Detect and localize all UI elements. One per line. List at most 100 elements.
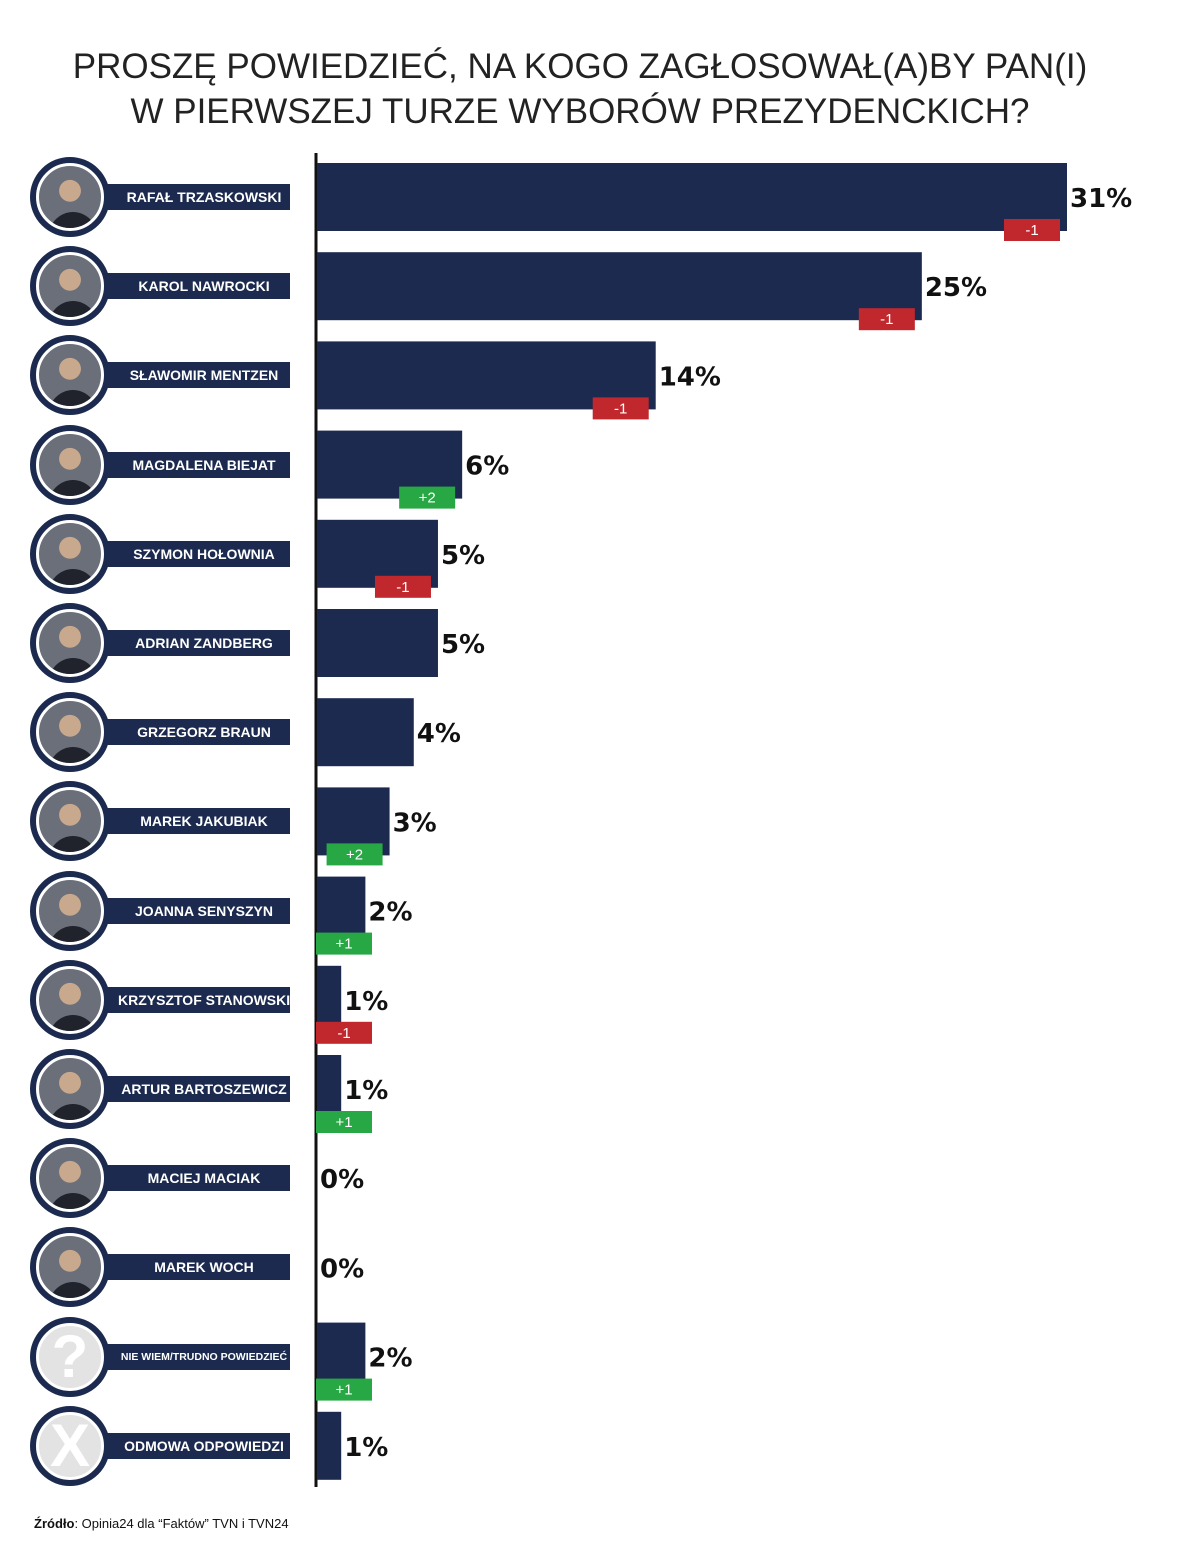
candidate-name-label: MAREK WOCH (90, 1254, 290, 1281)
candidate-row: RAFAŁ TRZASKOWSKI (30, 157, 292, 237)
change-label-1: -1 (1025, 222, 1038, 239)
value-label-8: 3% (393, 808, 437, 838)
value-label-6: 5% (441, 630, 485, 660)
value-label-10: 1% (344, 987, 388, 1017)
candidate-name-label: MACIEJ MACIAK (90, 1165, 290, 1192)
value-label-14: 2% (368, 1344, 412, 1374)
avatar-shoulders (49, 925, 97, 942)
candidate-row: MACIEJ MACIAK (30, 1138, 292, 1219)
avatar-shoulders (49, 479, 97, 496)
candidate-name-label: GRZEGORZ BRAUN (90, 719, 290, 746)
candidate-row: MAGDALENA BIEJAT (30, 424, 292, 505)
candidate-row: ODMOWA ODPOWIEDZI X (30, 1405, 292, 1486)
bar-15 (317, 1411, 342, 1480)
bar-6 (317, 609, 438, 677)
value-label-3: 14% (659, 362, 721, 392)
change-label-14: +1 (335, 1382, 352, 1399)
candidate-row: SŁAWOMIR MENTZEN (30, 335, 292, 416)
candidate-name-label: KAROL NAWROCKI (90, 273, 290, 300)
candidate-row: ADRIAN ZANDBERG (30, 603, 292, 683)
value-label-1: 31% (1070, 184, 1132, 214)
avatar-shoulders (49, 747, 97, 764)
change-badge-1 (1004, 219, 1060, 241)
candidate-avatar (30, 1049, 110, 1129)
candidate-name-label: NIE WIEM/TRUDNO POWIEDZIEĆ (90, 1343, 290, 1370)
avatar-photo (36, 609, 104, 677)
candidate-avatar (30, 424, 110, 505)
bar-1 (317, 163, 1067, 231)
avatar-photo (36, 163, 104, 231)
avatar-shoulders (49, 1104, 97, 1120)
avatar-photo (36, 519, 104, 588)
value-label-9: 2% (368, 898, 412, 928)
avatar-shoulders (49, 1193, 97, 1210)
chart-title: PROSZĘ POWIEDZIEĆ, NA KOGO ZAGŁOSOWAŁ(A)… (0, 44, 1160, 134)
change-label-3: -1 (614, 400, 627, 417)
avatar-photo (36, 965, 104, 1034)
change-label-8: +2 (346, 846, 363, 863)
change-label-9: +1 (335, 936, 352, 953)
candidate-name-label: KRZYSZTOF STANOWSKI (90, 986, 290, 1013)
change-badge-11 (316, 1111, 372, 1133)
avatar-shoulders (49, 568, 97, 585)
change-label-4: +2 (419, 490, 436, 507)
source-label: Źródło (34, 1516, 75, 1531)
title-line-2: W PIERWSZEJ TURZE WYBORÓW PREZYDENCKICH? (130, 92, 1030, 131)
change-badge-3 (592, 397, 649, 420)
candidate-avatar (30, 692, 110, 773)
change-label-2: -1 (880, 311, 893, 328)
value-label-13: 0% (320, 1254, 364, 1284)
avatar-shoulders (49, 1282, 97, 1299)
value-label-15: 1% (344, 1433, 388, 1463)
change-badge-9 (316, 932, 372, 955)
candidate-row: MAREK WOCH (30, 1227, 292, 1308)
candidate-avatar (30, 603, 110, 683)
candidate-row: NIE WIEM/TRUDNO POWIEDZIEĆ? (30, 1316, 292, 1397)
avatar-shoulders (49, 212, 97, 228)
candidate-name-label: ODMOWA ODPOWIEDZI (90, 1432, 290, 1459)
title-line-1: PROSZĘ POWIEDZIEĆ, NA KOGO ZAGŁOSOWAŁ(A)… (72, 47, 1088, 86)
value-label-4: 6% (465, 452, 509, 482)
avatar-photo (36, 876, 104, 945)
candidate-name-label: RAFAŁ TRZASKOWSKI (90, 184, 290, 210)
change-badge-10 (316, 1021, 372, 1044)
change-badge-4 (399, 486, 456, 509)
avatar-photo (36, 1233, 104, 1302)
value-label-7: 4% (417, 719, 461, 749)
value-label-12: 0% (320, 1165, 364, 1195)
candidate-name-label: JOANNA SENYSZYN (90, 897, 290, 924)
avatar-shoulders (49, 301, 97, 318)
change-label-5: -1 (396, 579, 409, 596)
avatar-glyph: ? (36, 1322, 104, 1391)
source-text: : Opinia24 dla “Faktów” TVN i TVN24 (74, 1516, 289, 1531)
change-label-11: +1 (335, 1114, 352, 1131)
avatar-photo (36, 1144, 104, 1213)
candidate-name-label: MAGDALENA BIEJAT (90, 451, 290, 478)
candidate-row: KAROL NAWROCKI (30, 246, 292, 327)
candidate-labels: RAFAŁ TRZASKOWSKI KAROL NAWROCKI SŁAWOMIR … (0, 0, 300, 1556)
change-label-10: -1 (337, 1025, 350, 1042)
avatar-glyph: X (36, 1411, 104, 1480)
avatar-shoulders (49, 1014, 97, 1031)
avatar-photo (36, 430, 104, 499)
value-label-11: 1% (344, 1076, 388, 1106)
source-note: Źródło: Opinia24 dla “Faktów” TVN i TVN2… (34, 1516, 289, 1531)
candidate-name-label: SŁAWOMIR MENTZEN (90, 362, 290, 389)
x-mark-icon: X (30, 1405, 110, 1486)
candidate-row: JOANNA SENYSZYN (30, 870, 292, 951)
candidate-name-label: ADRIAN ZANDBERG (90, 630, 290, 656)
avatar-photo (36, 252, 104, 321)
candidate-avatar (30, 781, 110, 862)
candidate-row: GRZEGORZ BRAUN (30, 692, 292, 773)
bar-7 (317, 698, 414, 767)
candidate-avatar (30, 1138, 110, 1219)
change-badge-2 (858, 308, 915, 331)
avatar-shoulders (49, 836, 97, 853)
candidate-name-label: MAREK JAKUBIAK (90, 808, 290, 835)
candidate-avatar (30, 1227, 110, 1308)
candidate-avatar (30, 513, 110, 594)
candidate-avatar (30, 246, 110, 327)
bar-2 (317, 252, 922, 321)
change-badge-5 (374, 575, 431, 598)
